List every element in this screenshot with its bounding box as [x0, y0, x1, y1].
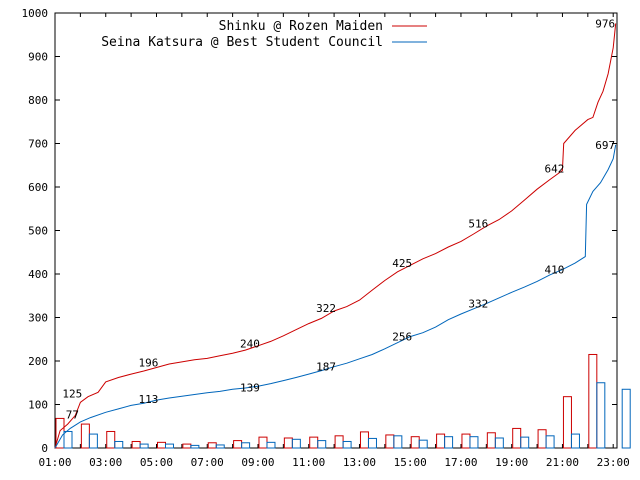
hourly-bar: [283, 437, 293, 449]
hourly-bar: [367, 437, 377, 449]
hourly-bar: [486, 432, 496, 449]
data-label: 125: [62, 388, 82, 401]
hourly-bar: [88, 433, 98, 449]
cumulative-line-1: [54, 144, 617, 449]
data-label: 196: [139, 357, 159, 370]
data-label: 410: [545, 264, 565, 277]
hourly-bar: [190, 444, 200, 449]
hourly-bar: [444, 436, 454, 449]
data-label: 187: [316, 361, 336, 374]
data-label: 139: [240, 382, 260, 395]
hourly-bar: [106, 430, 116, 449]
hourly-bar: [621, 388, 631, 449]
hourly-bar: [520, 436, 530, 449]
hourly-bar: [562, 396, 572, 449]
x-tick-label: 23:00: [597, 456, 630, 469]
hourly-bar: [258, 436, 268, 449]
x-tick-label: 13:00: [343, 456, 376, 469]
hourly-bar: [461, 433, 471, 449]
data-label: 697: [595, 139, 615, 152]
y-tick-label: 0: [41, 442, 48, 455]
hourly-bar: [588, 353, 598, 449]
y-tick-label: 1000: [22, 7, 49, 20]
cumulative-line-0: [54, 23, 617, 449]
hourly-bar: [334, 435, 344, 449]
y-tick-label: 600: [28, 181, 48, 194]
y-tick-label: 300: [28, 312, 48, 325]
x-tick-label: 19:00: [495, 456, 528, 469]
x-tick-label: 05:00: [140, 456, 173, 469]
hourly-bar: [317, 440, 327, 449]
data-label: 256: [392, 331, 412, 344]
hourly-bar: [537, 429, 547, 449]
legend-label-0: Shinku @ Rozen Maiden: [219, 19, 383, 34]
data-label: 240: [240, 338, 260, 351]
data-label: 332: [468, 298, 488, 311]
hourly-bar: [469, 436, 479, 449]
data-label: 113: [139, 393, 159, 406]
hourly-bar: [570, 433, 580, 449]
hourly-bar: [164, 443, 174, 449]
hourly-bar: [291, 438, 301, 449]
hourly-bar: [436, 433, 446, 449]
y-tick-label: 500: [28, 225, 48, 238]
hourly-bar: [418, 439, 428, 449]
hourly-bar: [207, 442, 217, 449]
x-tick-label: 15:00: [394, 456, 427, 469]
hourly-bar: [215, 444, 225, 449]
hourly-bar: [80, 423, 90, 449]
y-tick-label: 900: [28, 51, 48, 64]
hourly-bar: [410, 436, 420, 449]
hourly-bar: [156, 441, 166, 449]
y-tick-label: 700: [28, 138, 48, 151]
hourly-bar: [63, 430, 73, 449]
hourly-bar: [596, 382, 606, 449]
hourly-bar: [309, 436, 319, 449]
hourly-bar: [393, 435, 403, 449]
hourly-bars-1: [63, 382, 631, 449]
hourly-bar: [131, 440, 141, 449]
x-tick-label: 01:00: [38, 456, 71, 469]
x-tick-label: 07:00: [191, 456, 224, 469]
hourly-bar: [241, 442, 251, 449]
x-tick-label: 11:00: [292, 456, 325, 469]
hourly-bar: [342, 440, 352, 449]
hourly-bar: [494, 437, 504, 449]
x-tick-label: 09:00: [241, 456, 274, 469]
data-label: 976: [595, 17, 615, 30]
data-label: 425: [392, 257, 412, 270]
y-tick-label: 200: [28, 355, 48, 368]
x-tick-label: 03:00: [89, 456, 122, 469]
hourly-bar: [266, 441, 276, 449]
hourly-bar: [359, 431, 369, 449]
x-tick-label: 17:00: [444, 456, 477, 469]
hourly-bar: [545, 435, 555, 449]
hourly-bar: [114, 440, 124, 449]
y-tick-label: 800: [28, 94, 48, 107]
legend-label-1: Seina Katsura @ Best Student Council: [101, 35, 383, 50]
data-label: 642: [545, 163, 565, 176]
y-tick-label: 400: [28, 268, 48, 281]
hourly-bar: [385, 434, 395, 449]
plot-frame: [54, 12, 618, 449]
hourly-bar: [182, 443, 192, 449]
hourly-bar: [512, 427, 522, 449]
data-label: 516: [468, 218, 488, 231]
hourly-bar: [139, 443, 149, 449]
hourly-bar: [233, 440, 243, 449]
data-label: 77: [66, 409, 79, 422]
data-label: 322: [316, 302, 336, 315]
x-tick-label: 21:00: [546, 456, 579, 469]
y-tick-label: 100: [28, 399, 48, 412]
hourly-bars-0: [55, 353, 598, 449]
